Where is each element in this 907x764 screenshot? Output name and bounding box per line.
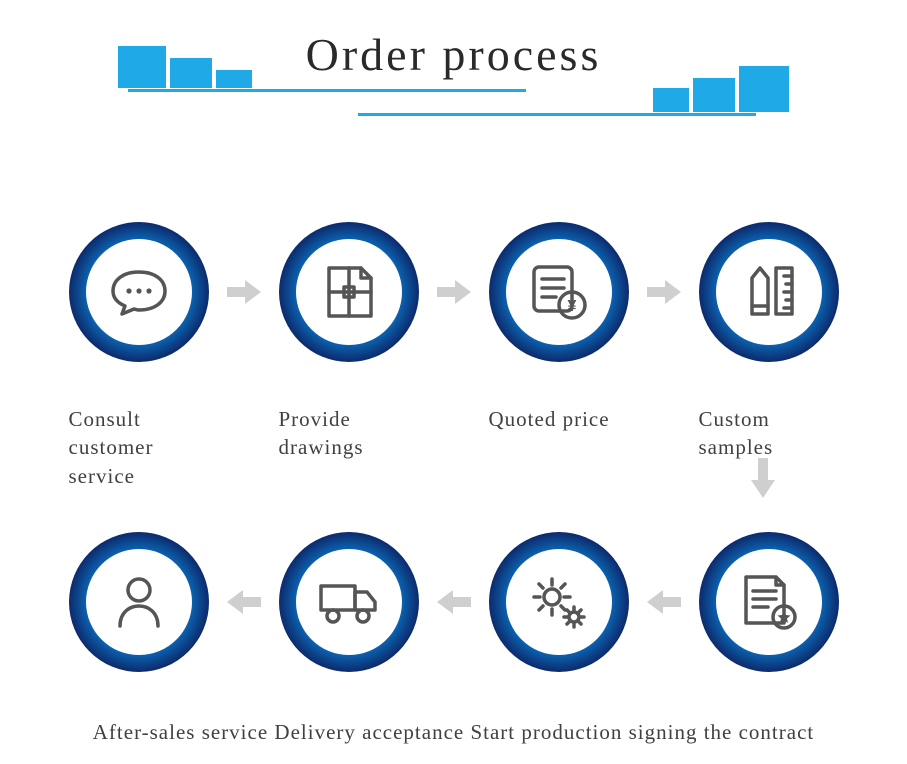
header-bar (693, 78, 735, 112)
process-labels-bottom: After-sales service Delivery acceptance … (0, 720, 907, 745)
arrow-down-icon (751, 458, 775, 498)
header-bar (739, 66, 789, 112)
header-underline (358, 113, 756, 116)
price-icon: ¥ (528, 263, 590, 321)
arrow-right-icon (437, 278, 471, 306)
process-step-inner (86, 549, 192, 655)
arrow-left-icon (227, 588, 261, 616)
process-step: ¥ (489, 222, 629, 362)
truck-icon (317, 578, 381, 626)
process-step (69, 532, 209, 672)
process-step-inner (296, 239, 402, 345)
header: Order process (0, 0, 907, 150)
process-step-inner (296, 549, 402, 655)
gears-icon (528, 573, 590, 631)
drawing-icon (321, 264, 377, 320)
process-row-bottom (0, 532, 907, 672)
process-step (279, 222, 419, 362)
person-icon (114, 574, 164, 630)
arrow-left-icon (647, 588, 681, 616)
process-step-inner: ¥ (506, 239, 612, 345)
arrow-right-icon (227, 278, 261, 306)
svg-text:¥: ¥ (567, 298, 576, 315)
process-step-inner (716, 549, 822, 655)
header-bars-right (653, 66, 789, 112)
process-step-inner (86, 239, 192, 345)
arrow-right-icon (647, 278, 681, 306)
process-step (279, 532, 419, 672)
contract-icon (738, 573, 800, 631)
process-step-inner (506, 549, 612, 655)
chat-icon (109, 266, 169, 318)
arrow-left-icon (437, 588, 471, 616)
process-row-top: ¥ (0, 222, 907, 362)
step-label: Quoted price (489, 405, 629, 490)
process-step (699, 222, 839, 362)
process-step-inner (716, 239, 822, 345)
process-step (489, 532, 629, 672)
header-underline (128, 89, 526, 92)
header-bar (653, 88, 689, 112)
process-step (69, 222, 209, 362)
samples-icon (740, 264, 798, 320)
process-step (699, 532, 839, 672)
step-label: Provide drawings (279, 405, 419, 490)
step-label: Consult customer service (69, 405, 209, 490)
